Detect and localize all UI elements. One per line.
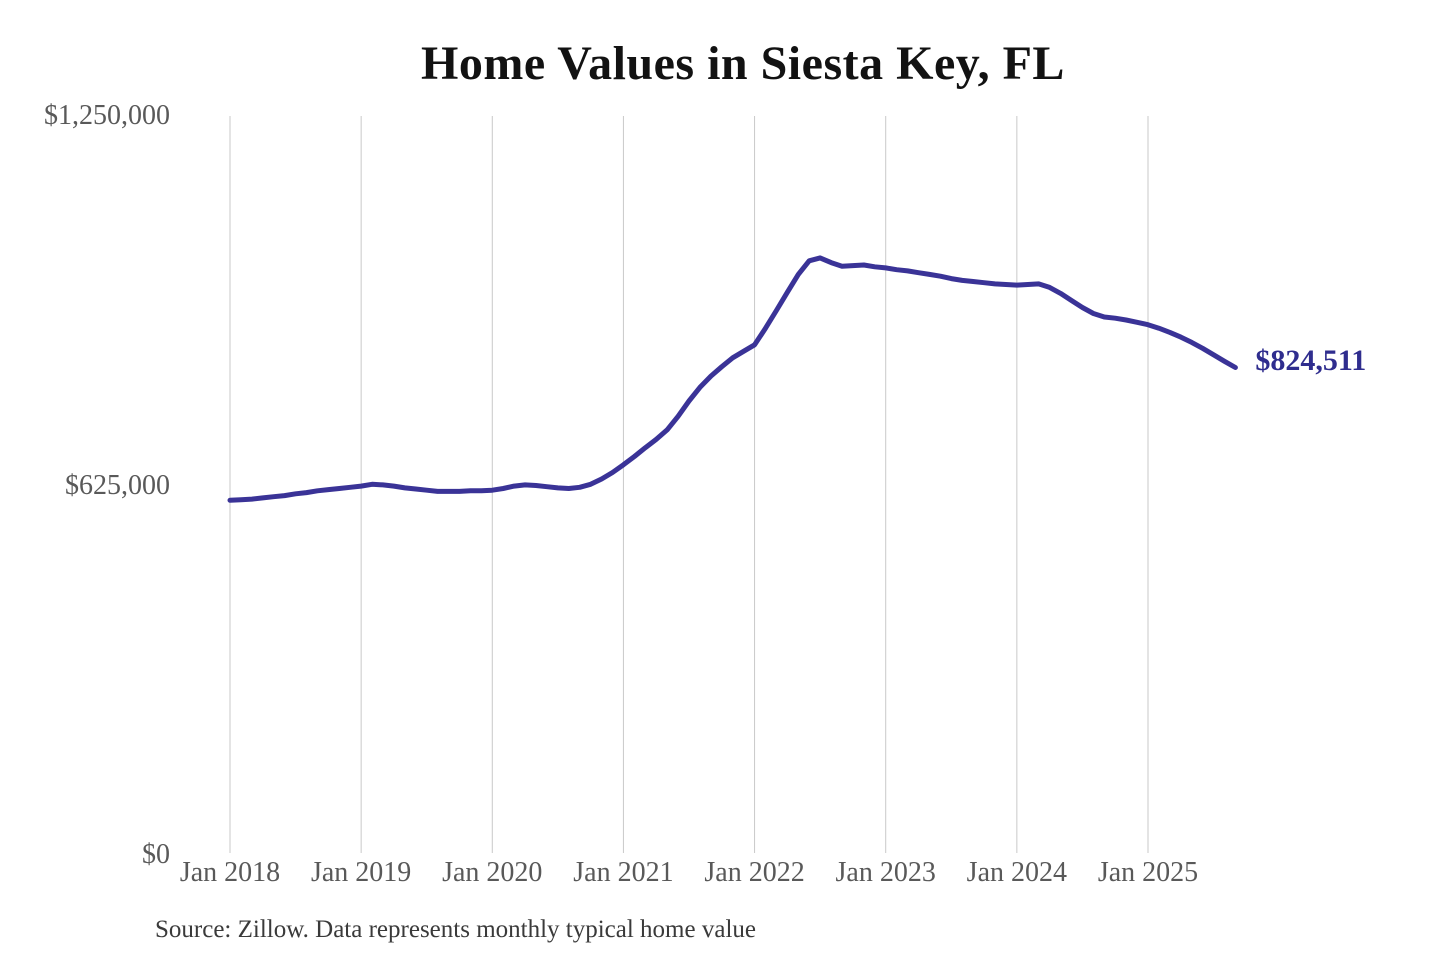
y-axis-tick-label: $625,000 [65,469,170,501]
latest-value-label: $824,511 [1255,343,1367,377]
chart-title: Home Values in Siesta Key, FL [421,37,1065,90]
home-value-line [227,255,1238,503]
x-axis-tick-label: Jan 2025 [1097,857,1199,888]
x-axis-tick-label: Jan 2023 [835,857,936,888]
x-axis-tick-label: Jan 2018 [179,857,281,888]
x-axis-tick-label: Jan 2022 [704,857,805,888]
y-axis-tick-label: $0 [142,839,170,870]
x-axis-tick-label: Jan 2021 [573,857,674,888]
x-axis-tick-label: Jan 2020 [442,857,543,888]
x-axis-tick-label: Jan 2024 [966,857,1067,888]
x-axis-tick-label: Jan 2019 [310,857,412,888]
y-axis-tick-label: $1,250,000 [44,100,170,131]
source-note: Source: Zillow. Data represents monthly … [155,916,756,943]
